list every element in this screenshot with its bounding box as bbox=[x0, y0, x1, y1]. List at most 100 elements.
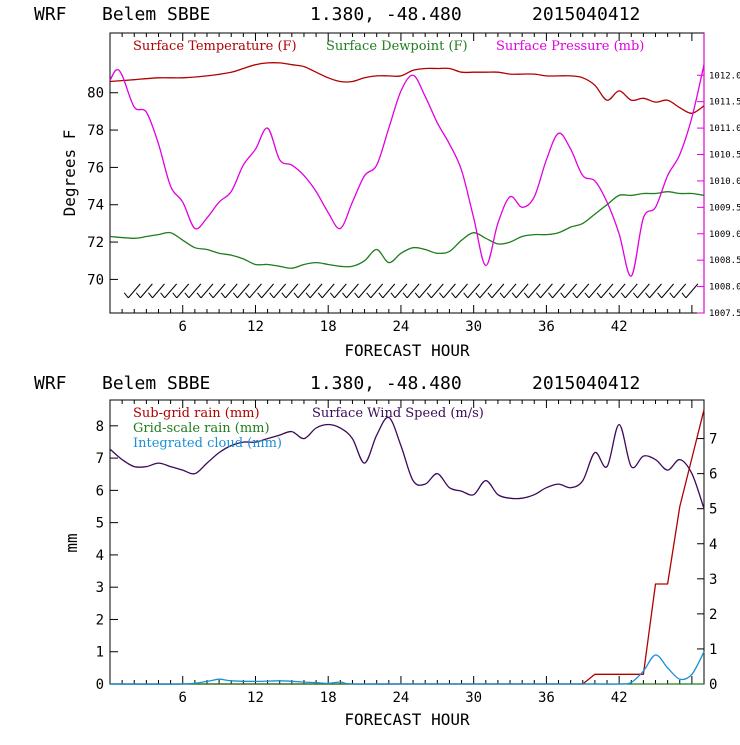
panel1-model: WRF bbox=[34, 4, 67, 25]
wind-barb-shaft bbox=[152, 283, 165, 299]
y2-tick-label: 1011.5 bbox=[709, 98, 740, 108]
y-tick-label: 72 bbox=[87, 235, 104, 251]
panel1-x-axis: 6 12 18 24 30 36 42 bbox=[121, 33, 693, 335]
wind-barb-shaft bbox=[527, 283, 541, 299]
y2-tick-label: 0 bbox=[709, 677, 717, 693]
x-tick-label: 12 bbox=[247, 319, 264, 335]
x-tick-label: 18 bbox=[320, 690, 337, 706]
x-tick-label: 36 bbox=[538, 690, 555, 706]
y-tick-label: 3 bbox=[96, 580, 104, 596]
y-tick-label: 7 bbox=[96, 451, 104, 467]
y-tick-label: 6 bbox=[96, 483, 104, 499]
panel1-plot-frame bbox=[109, 32, 705, 314]
x-tick-label: 12 bbox=[247, 690, 264, 706]
wind-barb-shaft bbox=[370, 283, 384, 299]
y-tick-label: 5 bbox=[96, 516, 104, 532]
wind-barb-flag bbox=[160, 292, 166, 299]
y2-tick-label: 1009.0 bbox=[709, 230, 740, 240]
sub-grid-rain-line bbox=[110, 409, 705, 685]
y-tick-label: 80 bbox=[87, 86, 104, 102]
panel2-model: WRF bbox=[34, 373, 67, 394]
wind-barb-shaft bbox=[661, 283, 675, 299]
wind-barb-flag bbox=[148, 292, 153, 299]
panel2-y-axis-title: mm bbox=[62, 533, 81, 552]
wind-barb-flag bbox=[451, 292, 456, 299]
wind-barb-flag bbox=[499, 292, 505, 299]
x-tick-label: 6 bbox=[179, 690, 187, 706]
wind-barb-flag bbox=[281, 292, 287, 299]
wind-barb-flag bbox=[220, 292, 226, 299]
wind-barb-shaft bbox=[540, 283, 553, 299]
wind-barb-shaft bbox=[188, 283, 202, 299]
wind-barb-shaft bbox=[430, 283, 444, 299]
wind-barb-shaft bbox=[358, 283, 371, 299]
panel2-x-axis: 6 12 18 24 30 36 42 bbox=[121, 400, 693, 706]
legend-sub-grid-rain: Sub-grid rain (mm) bbox=[133, 406, 260, 421]
wind-barb-flag bbox=[548, 292, 553, 299]
wind-barb-shaft bbox=[418, 283, 432, 299]
temperature-panel: WRF Belem SBBE 1.380, -48.480 2015040412… bbox=[34, 4, 740, 360]
wind-barb-shaft bbox=[612, 283, 626, 299]
wind-barb-flag bbox=[342, 292, 347, 299]
x-tick-label: 24 bbox=[393, 690, 410, 706]
wind-barb-flag bbox=[329, 292, 335, 299]
wind-barb-flag bbox=[632, 292, 638, 299]
wind-barb-shaft bbox=[249, 283, 262, 299]
wind-barb-shaft bbox=[406, 283, 420, 299]
wind-barb-flag bbox=[184, 292, 190, 299]
wind-barb-flag bbox=[123, 292, 129, 299]
wind-barb-flag bbox=[439, 292, 444, 299]
x-tick-label: 30 bbox=[465, 690, 482, 706]
integrated-cloud-line bbox=[109, 651, 705, 685]
wind-barb-row bbox=[123, 283, 699, 299]
wind-barb-shaft bbox=[224, 283, 238, 299]
y2-tick-label: 1 bbox=[709, 642, 717, 658]
y2-tick-label: 1009.5 bbox=[709, 203, 740, 213]
x-tick-label: 18 bbox=[320, 319, 337, 335]
y2-tick-label: 2 bbox=[709, 607, 717, 623]
x-tick-label: 42 bbox=[611, 319, 628, 335]
wind-barb-shaft bbox=[455, 283, 468, 299]
y2-tick-label: 1008.0 bbox=[709, 283, 740, 293]
wind-barb-flag bbox=[475, 292, 481, 299]
panel2-coords: 1.380, -48.480 bbox=[310, 373, 462, 394]
surface-wind-speed-line bbox=[109, 416, 705, 509]
x-tick-label: 6 bbox=[179, 319, 187, 335]
y-tick-label: 2 bbox=[96, 612, 104, 628]
y-tick-label: 76 bbox=[87, 160, 104, 176]
y2-tick-label: 5 bbox=[709, 502, 717, 518]
y2-tick-label: 6 bbox=[709, 467, 717, 483]
wind-barb-shaft bbox=[637, 283, 650, 299]
surface-dewpoint-line bbox=[109, 191, 705, 269]
wind-barb-flag bbox=[196, 292, 202, 299]
wind-barb-flag bbox=[426, 292, 432, 299]
y-tick-label: 78 bbox=[87, 123, 104, 139]
y-tick-label: 1 bbox=[96, 645, 104, 661]
wind-barb-shaft bbox=[673, 283, 687, 299]
wind-barb-shaft bbox=[685, 283, 699, 299]
surface-pressure-line bbox=[109, 64, 705, 277]
panel2-x-axis-title: FORECAST HOUR bbox=[344, 710, 470, 729]
wind-barb-flag bbox=[523, 292, 529, 299]
panel1-station: Belem SBBE bbox=[102, 4, 210, 25]
wind-barb-flag bbox=[257, 292, 262, 299]
wind-barb-shaft bbox=[309, 283, 323, 299]
wind-barb-shaft bbox=[600, 283, 614, 299]
panel1-init-time: 2015040412 bbox=[532, 4, 640, 25]
wind-barb-flag bbox=[293, 292, 299, 299]
wind-barb-flag bbox=[645, 292, 650, 299]
wind-barb-flag bbox=[390, 292, 396, 299]
wind-barb-flag bbox=[245, 292, 250, 299]
wind-barb-shaft bbox=[176, 283, 190, 299]
wind-barb-shaft bbox=[382, 283, 396, 299]
wind-barb-shaft bbox=[127, 283, 141, 299]
wind-barb-shaft bbox=[212, 283, 226, 299]
legend-grid-scale-rain: Grid-scale rain (mm) bbox=[133, 421, 270, 436]
wind-barb-flag bbox=[269, 292, 275, 299]
wind-barb-shaft bbox=[346, 283, 359, 299]
wind-barb-flag bbox=[657, 292, 663, 299]
wind-barb-shaft bbox=[576, 283, 590, 299]
wind-barb-flag bbox=[487, 292, 493, 299]
